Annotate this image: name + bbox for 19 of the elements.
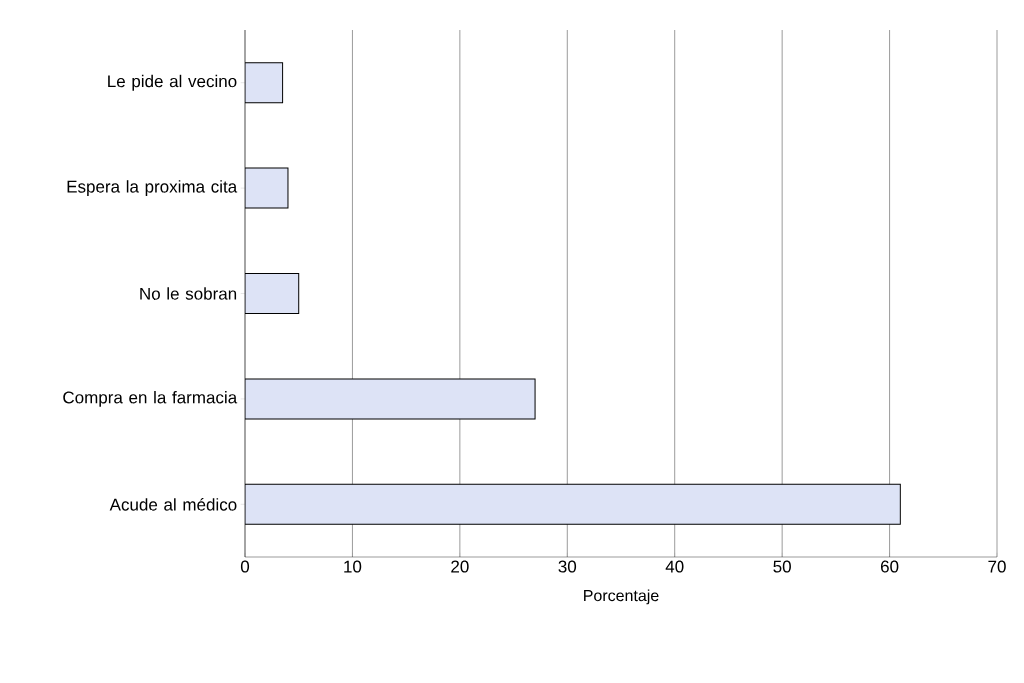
x-tick-label: 50 (773, 560, 791, 573)
bar (245, 167, 289, 209)
x-tick-label: 70 (988, 560, 1006, 573)
bar (245, 273, 300, 315)
x-tick-label: 60 (880, 560, 899, 573)
x-tick-label: 0 (240, 560, 250, 573)
bar (245, 483, 901, 525)
x-tick-label: 30 (558, 560, 577, 573)
bar (245, 378, 536, 420)
y-tick-label: Espera la proxima cita (67, 180, 238, 197)
y-tick-label: Acude al médico (109, 497, 237, 511)
x-tick-label: 20 (451, 560, 469, 573)
bar (245, 62, 284, 104)
x-tick-label: 40 (665, 560, 684, 573)
y-tick-label: Le pide al vecino (108, 74, 237, 91)
y-tick-label: Compra en la farmacia (63, 390, 238, 407)
y-tick-label: No le sobran (140, 287, 237, 300)
x-tick-label: 10 (344, 560, 362, 573)
x-axis-title: Porcentaje (584, 589, 659, 605)
